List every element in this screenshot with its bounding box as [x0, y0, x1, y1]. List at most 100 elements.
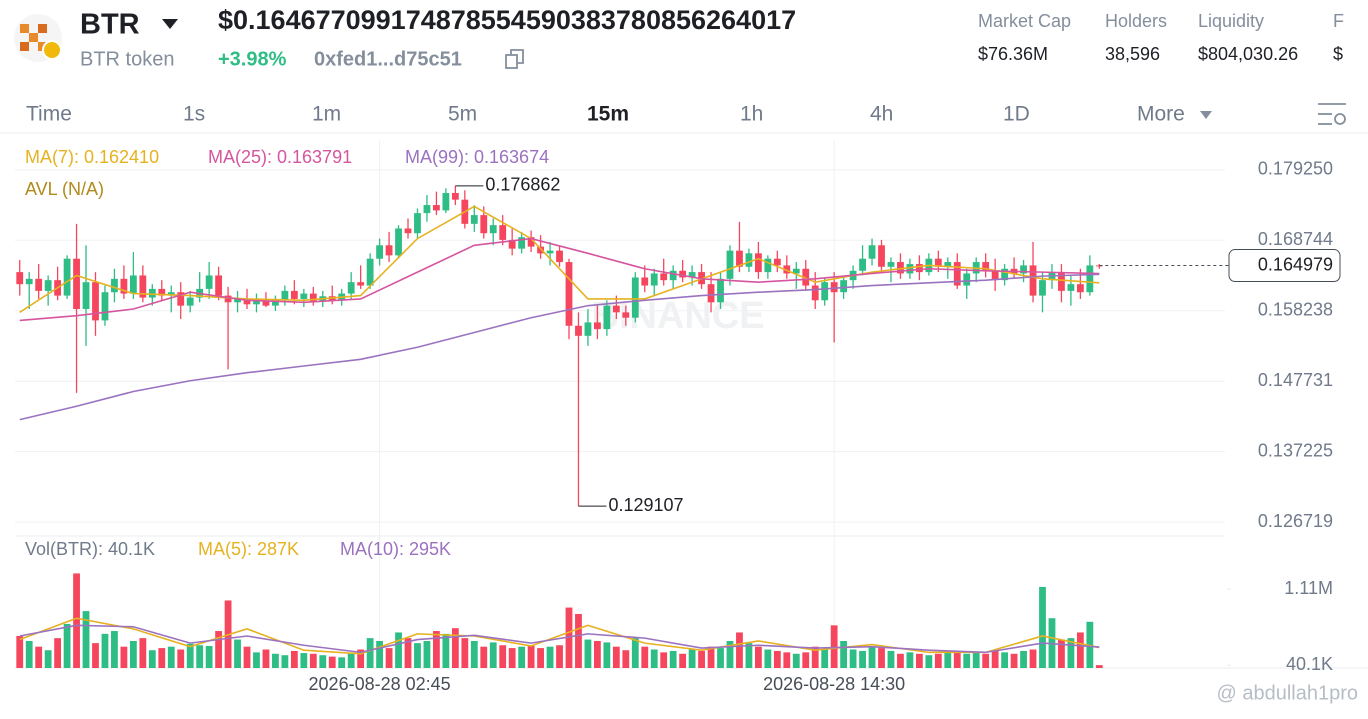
volume-bar	[726, 640, 734, 668]
tab[interactable]: 1s	[183, 103, 205, 126]
candle-body	[878, 245, 885, 267]
volume-bar	[385, 648, 393, 668]
candle-body	[963, 273, 971, 286]
candle-body	[915, 264, 923, 273]
tab[interactable]: More	[1137, 103, 1185, 126]
candle-body	[660, 273, 668, 281]
candle-body	[508, 239, 516, 249]
tab[interactable]: 5m	[448, 103, 477, 126]
volume-bar	[300, 653, 308, 668]
more-dropdown[interactable]	[1200, 111, 1212, 119]
volume-bar	[972, 652, 980, 668]
volume-bar	[309, 653, 317, 668]
candle-body	[669, 270, 677, 281]
candle-body	[111, 278, 118, 293]
volume-bar	[63, 623, 71, 668]
candle-body	[745, 253, 753, 267]
volume-bar	[802, 652, 810, 668]
x-tick-label: 2026-08-28 02:45	[309, 674, 451, 694]
y-tick-label: 0.137225	[1258, 440, 1333, 460]
candle-body	[281, 290, 289, 301]
volume-bar	[205, 645, 213, 668]
copy-icon[interactable]	[505, 49, 524, 69]
volume-bar	[679, 653, 687, 668]
chart-watermark: BINANCE	[591, 295, 764, 337]
token-name: BTR token	[80, 48, 174, 70]
candle-body	[433, 205, 440, 211]
candle-body	[499, 225, 507, 240]
volume-bar	[177, 649, 185, 668]
candle-body	[215, 275, 223, 296]
volume-bar	[253, 652, 260, 668]
candle-body	[754, 253, 762, 273]
candle-body	[148, 288, 156, 298]
volume-bar	[897, 653, 904, 668]
candle-body	[821, 282, 829, 301]
volume-bar	[1058, 639, 1065, 668]
volume-bar	[366, 638, 374, 668]
volume-tick-label: 40.1K	[1286, 654, 1333, 674]
volume-bar	[196, 645, 204, 668]
contract-address: 0xfed1...d75c51	[314, 48, 462, 70]
ma-line	[19, 205, 1100, 314]
volume-bar	[982, 653, 990, 668]
symbol-dropdown[interactable]	[162, 19, 178, 29]
volume-bar	[73, 573, 80, 668]
candle-body	[565, 262, 573, 326]
current-price-label: 0.164979	[1258, 254, 1333, 274]
candle-body	[726, 250, 734, 279]
volume-ma-legend: MA(5): 287K	[198, 539, 299, 559]
stat-value: $	[1333, 44, 1343, 64]
volume-bar	[272, 653, 279, 668]
volume-bar	[148, 650, 156, 668]
volume-bar	[461, 638, 469, 668]
tab[interactable]: 1h	[740, 103, 763, 126]
tab[interactable]: 4h	[870, 103, 893, 126]
candle-body	[414, 213, 421, 234]
volume-bar	[688, 649, 696, 668]
candle-body	[603, 305, 611, 330]
tab[interactable]: 1D	[1003, 103, 1030, 126]
candle-body	[63, 258, 71, 296]
candle-body	[300, 293, 308, 299]
stat-label: Holders	[1105, 11, 1167, 31]
candle-body	[347, 282, 355, 294]
candle-body	[830, 282, 838, 293]
ma-legend: MA(7): 0.162410	[25, 147, 159, 167]
candle-body	[584, 322, 592, 336]
volume-bar	[16, 636, 24, 668]
volume-ma-legend: MA(10): 295K	[340, 539, 451, 559]
tab[interactable]: Time	[26, 103, 72, 126]
candle-body	[423, 205, 431, 214]
volume-bar	[404, 638, 412, 668]
volume-bar	[537, 648, 544, 668]
symbol: BTR	[80, 9, 140, 41]
candle-body	[290, 290, 298, 299]
volume-bar	[1067, 638, 1075, 668]
candle-body	[451, 192, 459, 200]
volume-bar	[821, 649, 829, 668]
ma-line	[19, 273, 1100, 421]
settings-icon[interactable]	[1318, 103, 1346, 125]
candle-body	[575, 325, 582, 336]
ma-legend: MA(25): 0.163791	[208, 147, 352, 167]
stat-label: Liquidity	[1198, 11, 1264, 31]
volume-bar	[489, 642, 497, 668]
volume-bar	[243, 646, 251, 668]
ma-line	[19, 617, 1100, 655]
candle-body	[1058, 272, 1065, 291]
tab-active[interactable]: 15m	[587, 103, 629, 126]
candle-body	[177, 292, 185, 306]
volume-bar	[934, 653, 942, 668]
volume-bar	[849, 649, 857, 668]
volume-bar	[129, 640, 137, 668]
candle-body	[1086, 265, 1094, 293]
y-tick-label: 0.126719	[1258, 511, 1333, 531]
volume-bar	[1020, 650, 1027, 668]
candle-body	[631, 277, 639, 318]
stats: Market Cap $76.36M Holders 38,596 Liquidity $…	[978, 11, 1344, 64]
candle-body	[253, 300, 260, 305]
candle-body	[1001, 268, 1009, 281]
volume-bar	[887, 650, 895, 668]
tab[interactable]: 1m	[312, 103, 341, 126]
